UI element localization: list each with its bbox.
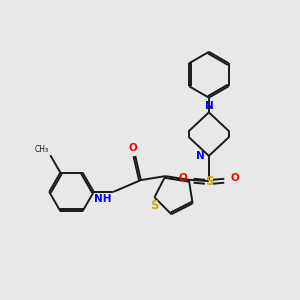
Text: S: S <box>150 199 159 212</box>
Text: O: O <box>231 173 240 184</box>
Text: CH₃: CH₃ <box>34 145 49 154</box>
Text: S: S <box>205 175 213 188</box>
Text: NH: NH <box>94 194 112 205</box>
Text: N: N <box>205 101 213 111</box>
Text: O: O <box>178 173 187 184</box>
Text: N: N <box>196 151 205 161</box>
Text: O: O <box>129 142 138 153</box>
